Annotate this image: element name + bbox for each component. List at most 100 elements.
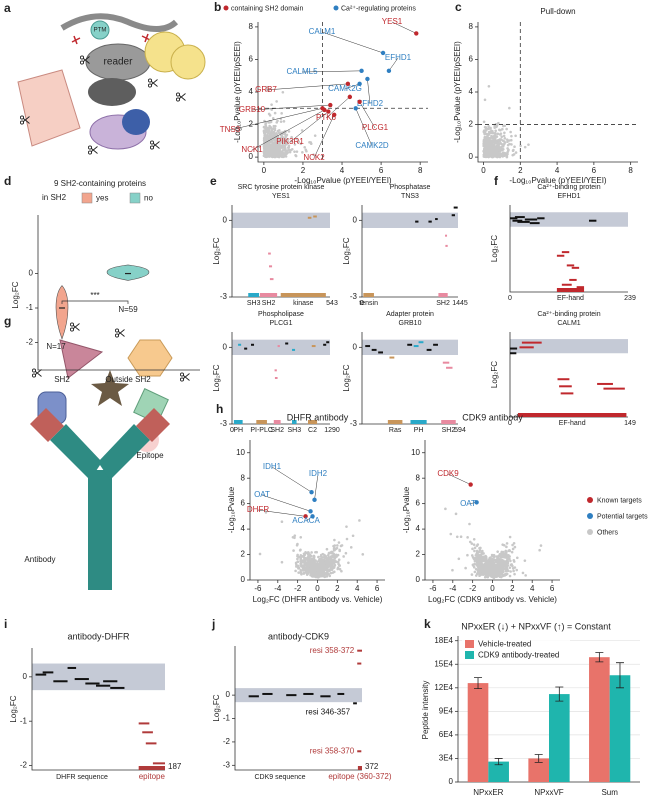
background-point [503,137,507,140]
background-point [282,120,286,123]
panel-letter: a [4,1,11,15]
background-point [271,141,275,145]
background-point [470,573,474,576]
y-tick-label: -3 [350,419,358,428]
diagram-label: Antibody [24,555,55,564]
leader-line [321,31,384,54]
background-point [331,567,335,570]
leader-line [313,114,335,159]
x-tick-label: 8 [628,166,633,175]
background-point [336,544,339,547]
background-point [331,559,335,563]
background-point [470,542,474,545]
background-point [280,520,284,524]
leader-line [447,473,471,485]
background-point [491,151,494,154]
background-point [496,564,500,568]
background-point [523,145,527,149]
background-point [280,153,284,156]
background-point [502,140,506,143]
background-point [309,554,313,558]
background-point [487,127,490,131]
background-point [272,133,275,136]
background-point [500,559,503,563]
background-point [274,151,277,155]
background-point [290,148,294,151]
background-point [475,544,479,548]
background-point [464,566,467,570]
background-point [489,145,493,149]
diagram-label: PTM [94,28,107,34]
background-point [475,550,479,554]
background-point [317,568,321,571]
point-label: OAT [254,490,270,499]
background-point [278,150,281,154]
panel-title: 9 SH2-containing proteins [54,179,146,188]
panel-letter: k [424,617,431,631]
background-point [337,562,340,566]
background-point [274,124,277,128]
background-point [485,573,489,577]
y-tick-label: 0 [226,690,231,699]
background-point [496,558,500,562]
point-label: CALM1 [309,27,336,36]
significance-bracket [61,300,129,304]
y-tick-label: 0 [353,215,358,224]
background-point [308,556,311,560]
background-point [332,565,336,568]
domain-label: EF-hand [557,295,584,302]
bar [488,761,509,782]
axis-end: 594 [454,427,466,434]
y-tick-label: 0 [241,575,246,584]
background-point [286,137,289,141]
point [468,482,473,487]
legend-swatch [465,640,474,648]
background-point [337,558,341,562]
background-point [510,134,513,138]
background-point [527,143,530,146]
background-point [331,555,334,559]
diagram-label: Epitope [136,451,164,460]
background-point [495,153,499,156]
background-point [478,557,481,561]
background-point [296,554,299,558]
background-point [502,573,505,577]
background-point [283,144,287,148]
background-point [275,100,278,103]
axis-end: 149 [624,420,636,427]
background-point [484,565,487,569]
background-point [299,555,302,559]
background-point [335,546,339,550]
legend-swatch [333,5,339,11]
y-tick-label: 3E4 [439,754,454,763]
panel-letter: b [214,0,221,14]
background-point [521,571,525,575]
background-point [506,569,510,573]
axis-end: 239 [624,295,636,302]
background-point [268,136,272,140]
background-point [502,134,506,138]
point-label: PTK6 [316,113,337,122]
background-point [508,535,512,539]
background-point [299,548,302,552]
x-tick-label: 4 [530,584,535,593]
y-axis-label: Log₂FC [490,235,499,262]
background-point [309,573,312,577]
error-bar [494,758,503,766]
background-point [538,548,541,552]
plot-title: antibody-DHFR [67,631,130,641]
background-point [514,151,518,154]
background-point [340,544,344,547]
background-point [495,150,499,154]
background-point [286,140,290,143]
y-tick-label: 0 [223,342,228,351]
violin [55,285,69,340]
legend-label: CDK9 antibody-treated [478,651,559,660]
background-point [513,545,517,549]
background-point [496,138,500,142]
y-axis-label: -Log₁₀Pvalue (pYEEI/pSEEI) [453,41,462,143]
background-point [509,130,512,134]
background-point [487,125,490,128]
x-tick-label: -6 [254,584,262,593]
background-point [504,568,508,571]
